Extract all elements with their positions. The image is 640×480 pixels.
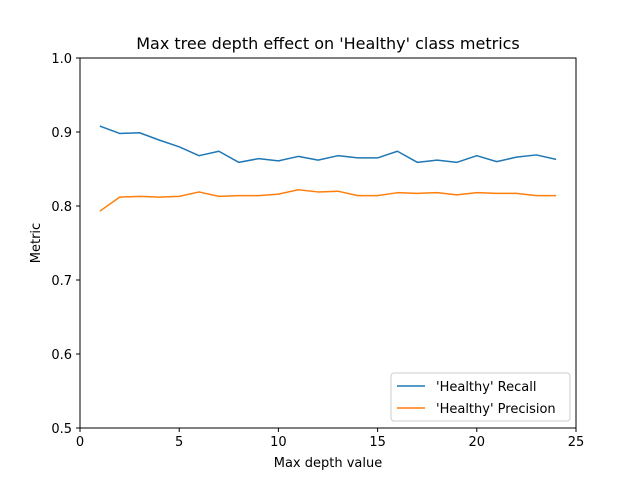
x-tick-label: 10 [270,435,287,450]
plot-frame [79,57,577,429]
legend: 'Healthy' Recall 'Healthy' Precision [390,372,571,422]
series-line-recall [99,125,557,164]
legend-label: 'Healthy' Recall [436,380,536,395]
x-axis: 0 5 10 15 20 25 [76,428,584,450]
y-tick-label: 0.8 [51,200,72,215]
x-tick-label: 20 [469,435,486,450]
x-tick-label: 5 [175,435,183,450]
y-tick-label: 0.7 [51,274,72,289]
x-tick-label: 15 [369,435,386,450]
plot-area [79,57,577,429]
y-axis-label: Metric [29,223,44,263]
legend-label: 'Healthy' Precision [436,402,556,417]
y-axis: 0.5 0.6 0.7 0.8 0.9 1.0 [51,52,80,437]
y-tick-label: 1.0 [51,52,72,67]
x-tick-label: 25 [568,435,585,450]
x-tick-label: 0 [76,435,84,450]
series-line-precision [99,188,557,212]
chart-title: Max tree depth effect on 'Healthy' class… [136,34,520,53]
y-tick-label: 0.9 [51,126,72,141]
x-axis-label: Max depth value [274,456,383,471]
y-tick-label: 0.6 [51,348,72,363]
y-tick-label: 0.5 [51,422,72,437]
series-layer [99,125,557,212]
legend-box [390,372,571,422]
